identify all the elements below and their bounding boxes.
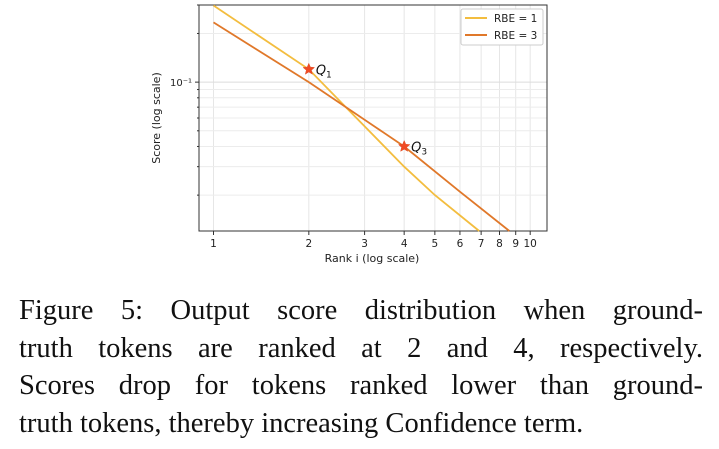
legend-label-rbe3: RBE = 3 (494, 30, 537, 42)
x-axis-label: Rank i (log scale) (325, 252, 420, 265)
figure-caption: Figure 5: Output score distribution when… (19, 292, 703, 442)
x-tick-label: 2 (305, 238, 312, 250)
series-line-1 (212, 4, 480, 232)
axis-ticks: 1 2 3 4 5 6 7 8 9 10 10⁻¹ (170, 4, 537, 250)
legend-label-rbe1: RBE = 1 (494, 13, 537, 25)
x-tick-label: 4 (401, 238, 408, 250)
x-tick-label: 9 (512, 238, 519, 250)
x-tick-label: 3 (361, 238, 368, 250)
annotations: Q1 Q3 (302, 62, 427, 157)
star-marker-icon (302, 62, 316, 75)
x-tick-label: 1 (210, 238, 217, 250)
annotation-label: Q1 (316, 63, 332, 80)
annotation-label: Q3 (411, 140, 427, 157)
x-tick-label: 10 (524, 238, 537, 250)
grid (199, 4, 547, 231)
caption-line: truth tokens are ranked at 2 and 4, resp… (19, 332, 703, 364)
annotation-subscript: 3 (421, 147, 427, 157)
series-line-2 (213, 21, 510, 232)
y-tick-label: 10⁻¹ (170, 78, 192, 89)
x-tick-label: 6 (457, 238, 464, 250)
x-tick-label: 5 (432, 238, 439, 250)
caption-line: Scores drop for tokens ranked lower than… (19, 370, 703, 401)
caption-line: truth tokens, thereby increasing Confide… (19, 407, 584, 439)
y-axis-label: Score (log scale) (150, 72, 163, 164)
star-marker-icon (397, 139, 411, 152)
annotation-subscript: 1 (326, 70, 332, 80)
x-tick-label: 8 (496, 238, 503, 250)
caption-line: Figure 5: Output score distribution when… (19, 295, 703, 326)
legend: RBE = 1 RBE = 3 (460, 8, 544, 46)
x-tick-label: 7 (478, 238, 485, 250)
